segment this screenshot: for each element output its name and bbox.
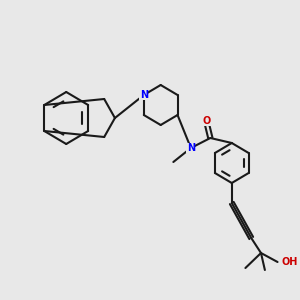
Text: N: N — [140, 90, 148, 100]
Text: O: O — [202, 116, 211, 126]
Text: N: N — [187, 143, 195, 153]
Text: OH: OH — [281, 257, 298, 267]
